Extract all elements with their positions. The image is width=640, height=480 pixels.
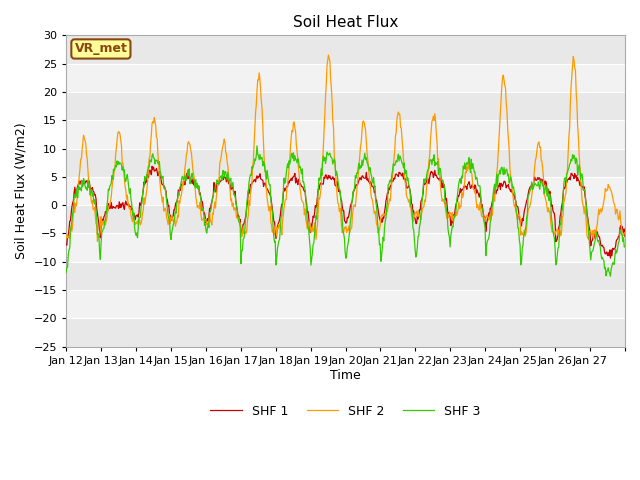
Bar [66, 92, 625, 120]
Title: Soil Heat Flux: Soil Heat Flux [293, 15, 398, 30]
SHF 2 [324, 52, 332, 58]
SHF 2 [404, 199, 412, 205]
Bar [66, 36, 625, 64]
SHF 3 [404, 175, 412, 181]
SHF 2 [129, 219, 136, 225]
Bar [66, 290, 625, 318]
SHF 3 [128, 201, 136, 206]
SHF 2 [93, 239, 101, 244]
SHF 1 [607, 255, 614, 261]
SHF 1 [259, 178, 267, 183]
SHF 1 [231, 189, 239, 194]
Bar [66, 262, 625, 290]
Line: SHF 1: SHF 1 [66, 166, 625, 258]
Line: SHF 2: SHF 2 [66, 55, 625, 241]
SHF 2 [62, 234, 70, 240]
Bar [66, 233, 625, 262]
SHF 1 [128, 207, 136, 213]
SHF 1 [435, 177, 443, 183]
Y-axis label: Soil Heat Flux (W/m2): Soil Heat Flux (W/m2) [15, 123, 28, 259]
Line: SHF 3: SHF 3 [66, 146, 625, 276]
Legend: SHF 1, SHF 2, SHF 3: SHF 1, SHF 2, SHF 3 [205, 400, 486, 423]
SHF 3 [435, 167, 443, 172]
Bar [66, 64, 625, 92]
SHF 2 [436, 174, 444, 180]
SHF 2 [280, 205, 288, 211]
SHF 3 [259, 163, 267, 169]
Bar [66, 177, 625, 205]
SHF 1 [148, 163, 156, 169]
SHF 3 [280, 175, 288, 181]
Bar [66, 120, 625, 149]
SHF 3 [62, 270, 70, 276]
X-axis label: Time: Time [330, 369, 361, 382]
SHF 3 [607, 273, 614, 279]
SHF 1 [280, 185, 288, 191]
SHF 3 [253, 143, 261, 149]
Bar [66, 318, 625, 347]
SHF 2 [231, 204, 239, 210]
Bar [66, 149, 625, 177]
SHF 2 [259, 124, 267, 130]
SHF 1 [621, 234, 629, 240]
SHF 3 [230, 192, 238, 197]
SHF 1 [404, 184, 412, 190]
Bar [66, 205, 625, 233]
SHF 1 [62, 241, 70, 247]
SHF 3 [621, 244, 629, 250]
Text: VR_met: VR_met [74, 42, 127, 56]
SHF 2 [621, 229, 629, 235]
